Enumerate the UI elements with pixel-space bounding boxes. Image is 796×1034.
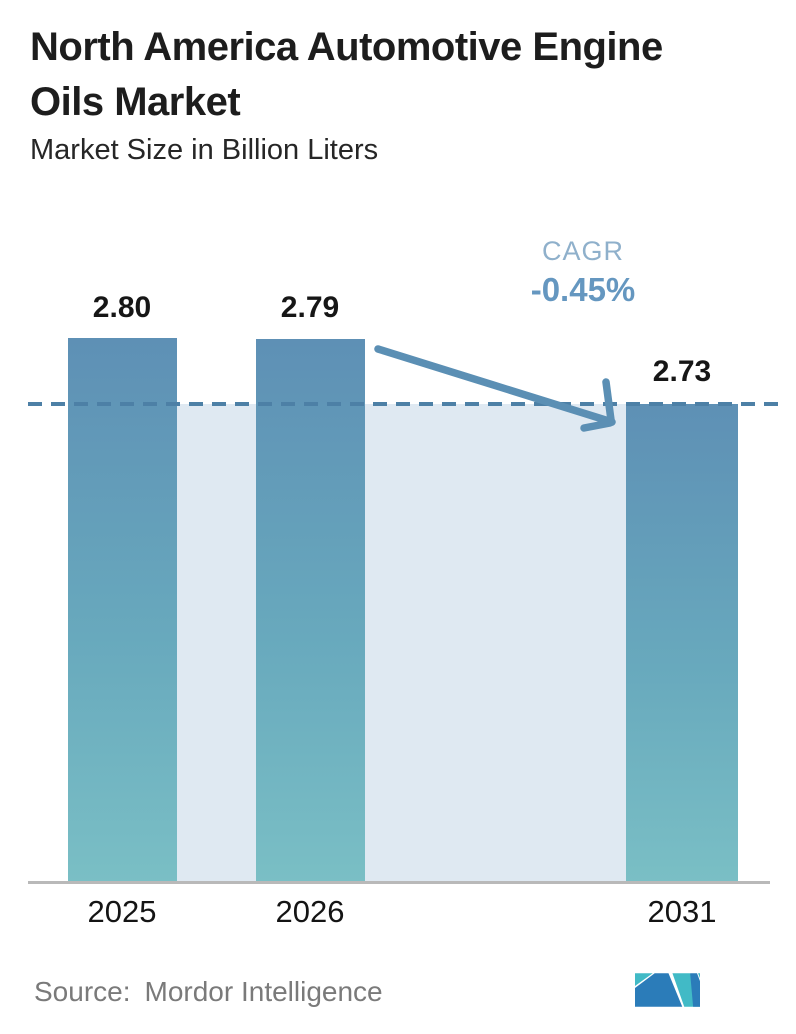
page-title: North America Automotive Engine Oils Mar… — [30, 20, 770, 130]
x-tick-2031: 2031 — [647, 894, 717, 929]
value-label-2026: 2.79 — [280, 291, 340, 324]
cagr-annotation: CAGR -0.45% — [531, 236, 636, 309]
bar-2031 — [626, 404, 738, 883]
x-tick-2025: 2025 — [87, 894, 157, 929]
bar-2025 — [68, 338, 177, 883]
bar-2026 — [256, 339, 365, 883]
title-line-2: Oils Market — [30, 80, 241, 124]
trend-arrow-icon — [374, 345, 616, 432]
value-label-2025: 2.80 — [92, 291, 152, 324]
mordor-intelligence-logo-icon — [635, 973, 700, 1007]
value-label-2031: 2.73 — [652, 355, 712, 388]
chart-subtitle: Market Size in Billion Liters — [30, 134, 379, 166]
cagr-label: CAGR — [541, 236, 624, 266]
x-axis-line — [28, 881, 770, 884]
title-line-1: North America Automotive Engine — [30, 25, 663, 69]
cagr-value: -0.45% — [530, 271, 636, 308]
source-label: Source: — [34, 976, 131, 1007]
source-name: Mordor Intelligence — [144, 976, 383, 1007]
source-attribution: Source: Mordor Intelligence — [34, 976, 383, 1008]
x-tick-2026: 2026 — [275, 894, 345, 929]
dashed-reference-line — [28, 402, 785, 406]
